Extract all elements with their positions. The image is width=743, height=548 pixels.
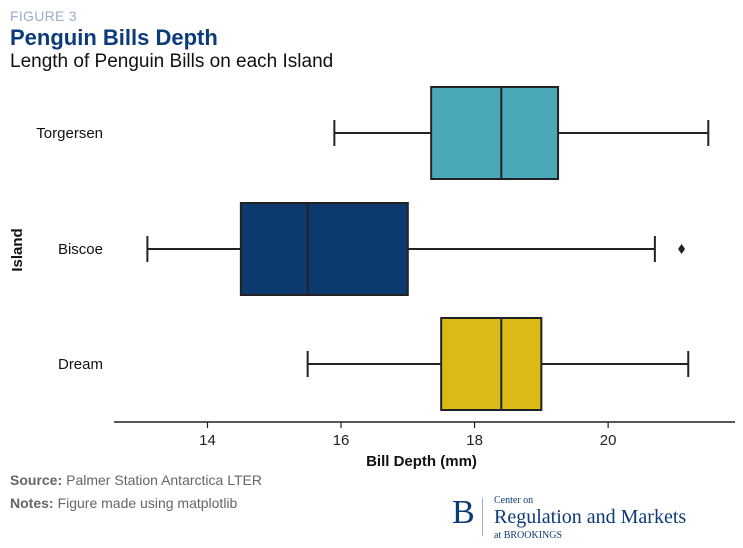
box-dream <box>440 317 543 411</box>
box-biscoe <box>239 202 409 296</box>
source-text: Palmer Station Antarctica LTER <box>66 472 262 488</box>
logo-small-text: Center on <box>494 495 534 506</box>
logo-at-text: at BROOKINGS <box>494 530 563 541</box>
x-tick-label: 14 <box>199 432 216 449</box>
source-label: Source: <box>10 472 63 488</box>
x-tick-label: 16 <box>333 432 350 449</box>
chart-title: Penguin Bills Depth <box>10 25 218 50</box>
outlier-point <box>678 244 686 254</box>
box-torgersen <box>430 86 560 180</box>
y-axis-label: Island <box>9 228 26 271</box>
figure-label: FIGURE 3 <box>10 8 77 24</box>
x-tick-label: 20 <box>600 432 617 449</box>
notes-label: Notes: <box>10 495 54 511</box>
notes-text: Figure made using matplotlib <box>57 495 238 511</box>
source-note: Source: Palmer Station Antarctica LTER <box>10 472 262 488</box>
brookings-logo: B Center on Regulation and Markets at BR… <box>452 492 732 542</box>
x-tick-label: 18 <box>466 432 483 449</box>
logo-divider <box>482 498 483 536</box>
category-label: Torgersen <box>36 125 103 142</box>
x-axis-label: Bill Depth (mm) <box>366 453 477 470</box>
chart-subtitle: Length of Penguin Bills on each Island <box>10 51 334 72</box>
category-label: Biscoe <box>58 241 103 258</box>
logo-main-text: Regulation and Markets <box>494 506 687 528</box>
notes-note: Notes: Figure made using matplotlib <box>10 495 237 511</box>
logo-initial: B <box>452 494 475 531</box>
category-label: Dream <box>58 356 103 373</box>
